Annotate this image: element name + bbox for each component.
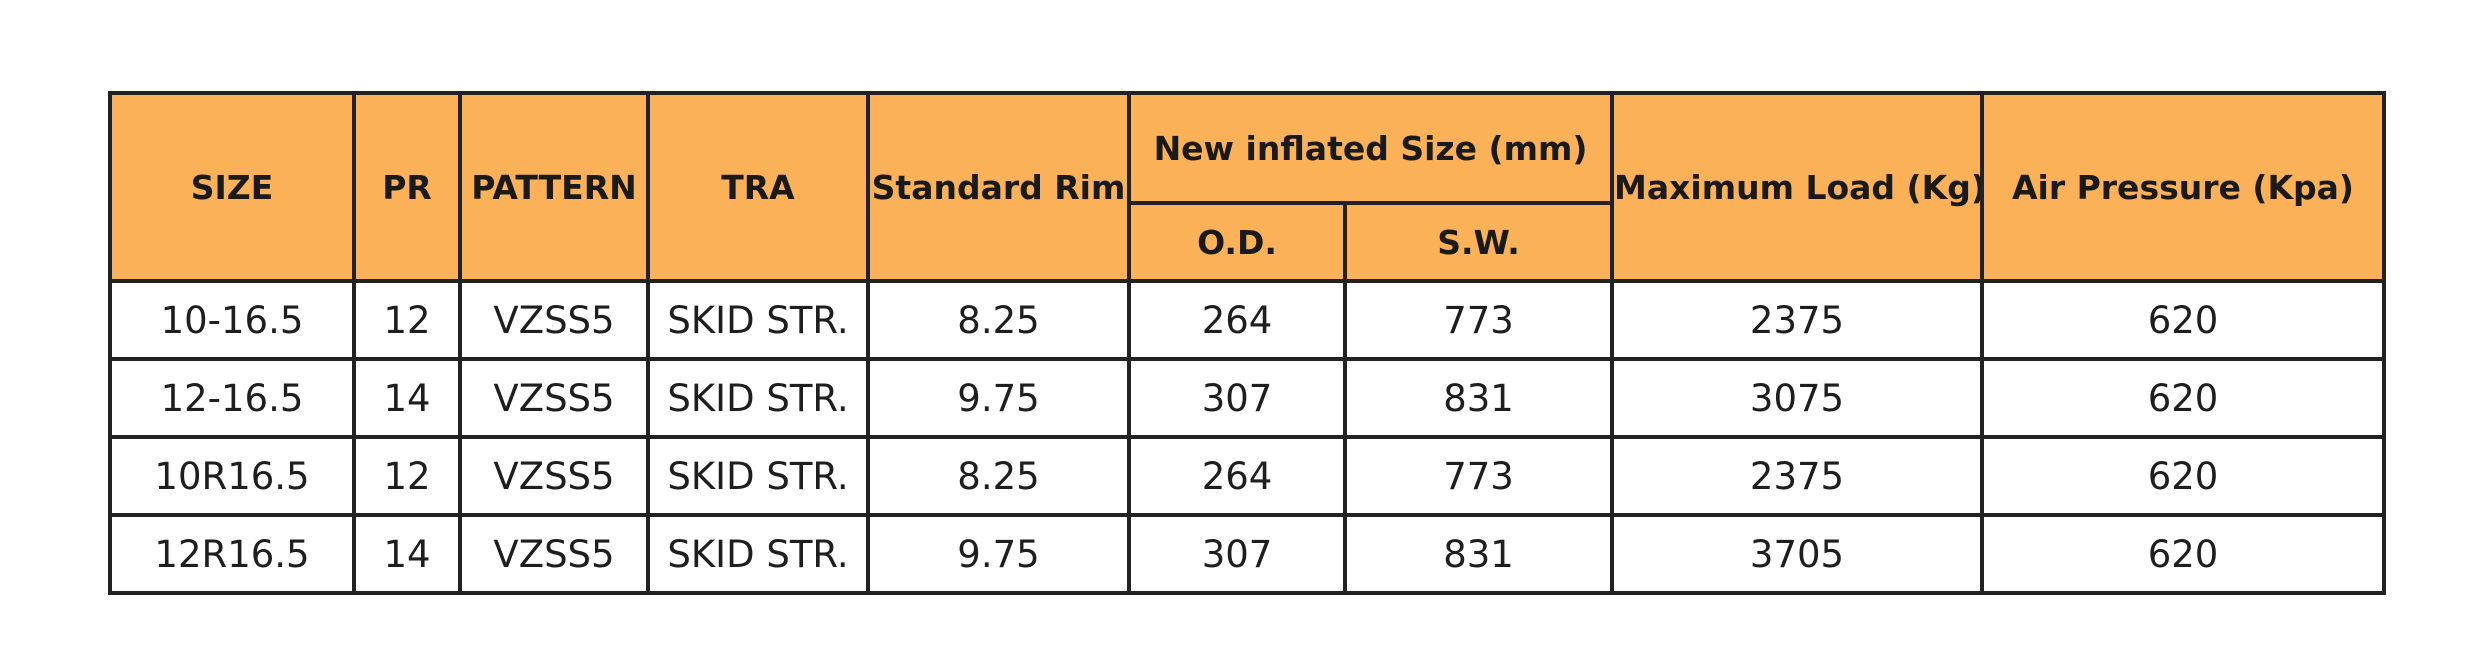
cell-sw: 773 xyxy=(1343,279,1614,361)
cell-od: 264 xyxy=(1127,279,1347,361)
table-row: 10-16.5 12 VZSS5 SKID STR. 8.25 264 773 … xyxy=(108,279,2386,361)
cell-maximum-load: 2375 xyxy=(1610,279,1984,361)
cell-size: 10R16.5 xyxy=(108,435,356,517)
cell-pr: 12 xyxy=(352,279,462,361)
cell-sw: 831 xyxy=(1343,357,1614,439)
cell-size: 12-16.5 xyxy=(108,357,356,439)
cell-standard-rim: 8.25 xyxy=(866,435,1131,517)
spec-table-container: SIZE PR PATTERN TRA Standard Rim New inf… xyxy=(108,91,2386,595)
header-sw: S.W. xyxy=(1343,201,1614,283)
cell-air-pressure: 620 xyxy=(1980,279,2386,361)
cell-tra: SKID STR. xyxy=(646,357,870,439)
header-pr: PR xyxy=(352,91,462,283)
cell-air-pressure: 620 xyxy=(1980,357,2386,439)
header-size: SIZE xyxy=(108,91,356,283)
cell-maximum-load: 2375 xyxy=(1610,435,1984,517)
cell-maximum-load: 3075 xyxy=(1610,357,1984,439)
table-row: 10R16.5 12 VZSS5 SKID STR. 8.25 264 773 … xyxy=(108,435,2386,517)
cell-tra: SKID STR. xyxy=(646,435,870,517)
cell-pattern: VZSS5 xyxy=(458,513,650,595)
cell-size: 12R16.5 xyxy=(108,513,356,595)
cell-od: 264 xyxy=(1127,435,1347,517)
cell-pr: 12 xyxy=(352,435,462,517)
cell-standard-rim: 9.75 xyxy=(866,357,1131,439)
cell-air-pressure: 620 xyxy=(1980,513,2386,595)
cell-pattern: VZSS5 xyxy=(458,435,650,517)
header-tra: TRA xyxy=(646,91,870,283)
cell-pattern: VZSS5 xyxy=(458,357,650,439)
header-maximum-load: Maximum Load (Kg) xyxy=(1610,91,1984,283)
cell-maximum-load: 3705 xyxy=(1610,513,1984,595)
cell-od: 307 xyxy=(1127,513,1347,595)
cell-standard-rim: 9.75 xyxy=(866,513,1131,595)
header-standard-rim: Standard Rim xyxy=(866,91,1131,283)
cell-pr: 14 xyxy=(352,513,462,595)
header-air-pressure: Air Pressure (Kpa) xyxy=(1980,91,2386,283)
cell-pattern: VZSS5 xyxy=(458,279,650,361)
cell-sw: 831 xyxy=(1343,513,1614,595)
cell-tra: SKID STR. xyxy=(646,513,870,595)
table-row: 12R16.5 14 VZSS5 SKID STR. 9.75 307 831 … xyxy=(108,513,2386,595)
header-row-top: SIZE PR PATTERN TRA Standard Rim New inf… xyxy=(108,91,2386,283)
table-row: 12-16.5 14 VZSS5 SKID STR. 9.75 307 831 … xyxy=(108,357,2386,439)
header-pattern: PATTERN xyxy=(458,91,650,283)
cell-od: 307 xyxy=(1127,357,1347,439)
header-row-sub: O.D. S.W. xyxy=(110,201,2384,283)
tire-spec-table: SIZE PR PATTERN TRA Standard Rim New inf… xyxy=(108,91,2386,595)
header-new-inflated-size: New inflated Size (mm) xyxy=(1127,91,1614,205)
cell-standard-rim: 8.25 xyxy=(866,279,1131,361)
cell-pr: 14 xyxy=(352,357,462,439)
cell-size: 10-16.5 xyxy=(108,279,356,361)
header-od: O.D. xyxy=(1127,201,1347,283)
cell-air-pressure: 620 xyxy=(1980,435,2386,517)
cell-tra: SKID STR. xyxy=(646,279,870,361)
cell-sw: 773 xyxy=(1343,435,1614,517)
